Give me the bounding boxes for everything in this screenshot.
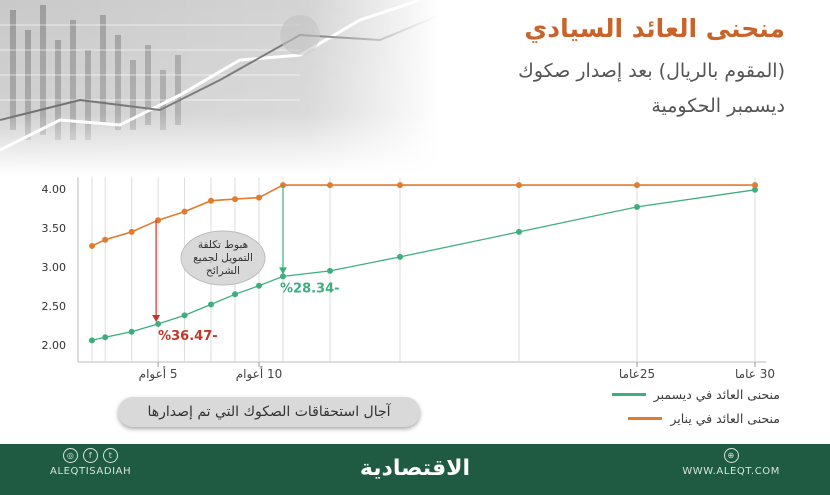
data-point-january [102, 236, 109, 243]
x-tick-label: 30 عاما [735, 367, 775, 381]
data-point-december [102, 334, 109, 341]
data-point-january [232, 196, 238, 203]
footer-website-url[interactable]: WWW.ALEQT.COM [682, 466, 780, 477]
data-point-december [516, 228, 522, 235]
legend-swatch-january [628, 417, 663, 420]
legend-label-december: منحنى العائد في ديسمبر [653, 387, 780, 402]
data-point-december [181, 312, 188, 319]
legend-item-december: منحنى العائد في ديسمبر [611, 387, 780, 402]
data-point-january [89, 242, 95, 249]
x-tick-label: 10 أعوام [236, 366, 283, 382]
callout-bubble [180, 230, 266, 286]
legend-item-january: منحنى العائد في يناير [628, 411, 780, 426]
footer-social-handle[interactable]: ALEQTISADIAH [50, 466, 132, 477]
footer-social: ◎ f t ALEQTISADIAH [50, 448, 131, 477]
yield-curve-chart: 2.00 2.50 3.00 3.50 4.00 5 أعوام 10 أعوام 25عام… [42, 177, 775, 382]
footer-logo: الاقتصادية [359, 456, 471, 481]
data-point-december [155, 320, 162, 327]
drop-arrow-short-head [152, 314, 161, 322]
data-point-january [208, 197, 214, 204]
data-point-december [232, 291, 238, 298]
y-tick-label: 3.00 [42, 261, 67, 274]
data-point-december [280, 273, 286, 280]
data-point-january [256, 194, 262, 201]
footer-bar: ◎ f t ALEQTISADIAH الاقتصادية ⊕ WWW.ALEQ… [0, 444, 830, 495]
data-point-december [634, 203, 640, 210]
drop-arrow-long-head [279, 267, 287, 275]
legend-swatch-december [611, 393, 646, 396]
callout-text-line: الشرائح [206, 265, 240, 277]
legend-label-january: منحنى العائد في يناير [670, 411, 780, 426]
maturities-axis-pill: آجال استحقاقات الصكوك التي تم إصدارها [118, 397, 420, 427]
data-point-january [634, 182, 640, 189]
background-market-photo [0, 0, 440, 175]
drop-arrow-short-label: %36.47- [158, 329, 218, 344]
data-point-december [327, 267, 333, 274]
data-point-december [397, 253, 403, 260]
y-tick-label: 2.00 [42, 339, 67, 352]
chart-title: منحنى العائد السيادي [524, 14, 785, 43]
y-tick-label: 2.50 [42, 300, 67, 313]
callout-text-line: التمويل لجميع [193, 252, 253, 264]
data-point-december [89, 337, 95, 344]
data-point-january [516, 182, 522, 189]
instagram-icon[interactable]: ◎ [63, 448, 79, 463]
drop-arrow-long-label: %28.34- [280, 281, 340, 296]
chart-subtitle-line1: (المقوم بالريال) بعد إصدار صكوك [518, 60, 785, 82]
data-point-december [208, 301, 214, 308]
data-point-january [752, 182, 758, 189]
data-point-january [397, 182, 403, 189]
x-tick-label: 5 أعوام [139, 366, 178, 382]
y-tick-label: 4.00 [42, 183, 67, 196]
data-point-december [128, 328, 135, 335]
y-tick-label: 3.50 [42, 222, 67, 235]
facebook-icon[interactable]: f [83, 448, 99, 463]
x-tick-label: 25عاما [619, 367, 655, 381]
data-point-january [128, 228, 135, 235]
footer-website[interactable]: ⊕ WWW.ALEQT.COM [682, 448, 780, 477]
series-line-january [91, 184, 755, 247]
data-point-december [256, 282, 262, 289]
data-point-january [327, 182, 333, 189]
globe-icon: ⊕ [723, 448, 739, 463]
chart-subtitle-line2: ديسمبر الحكومية [651, 95, 785, 117]
data-point-january [181, 208, 188, 215]
callout-text-line: هبوط تكلفة [198, 239, 248, 251]
data-point-december [752, 186, 758, 193]
series-line-december [91, 189, 756, 341]
twitter-icon[interactable]: t [103, 448, 119, 463]
